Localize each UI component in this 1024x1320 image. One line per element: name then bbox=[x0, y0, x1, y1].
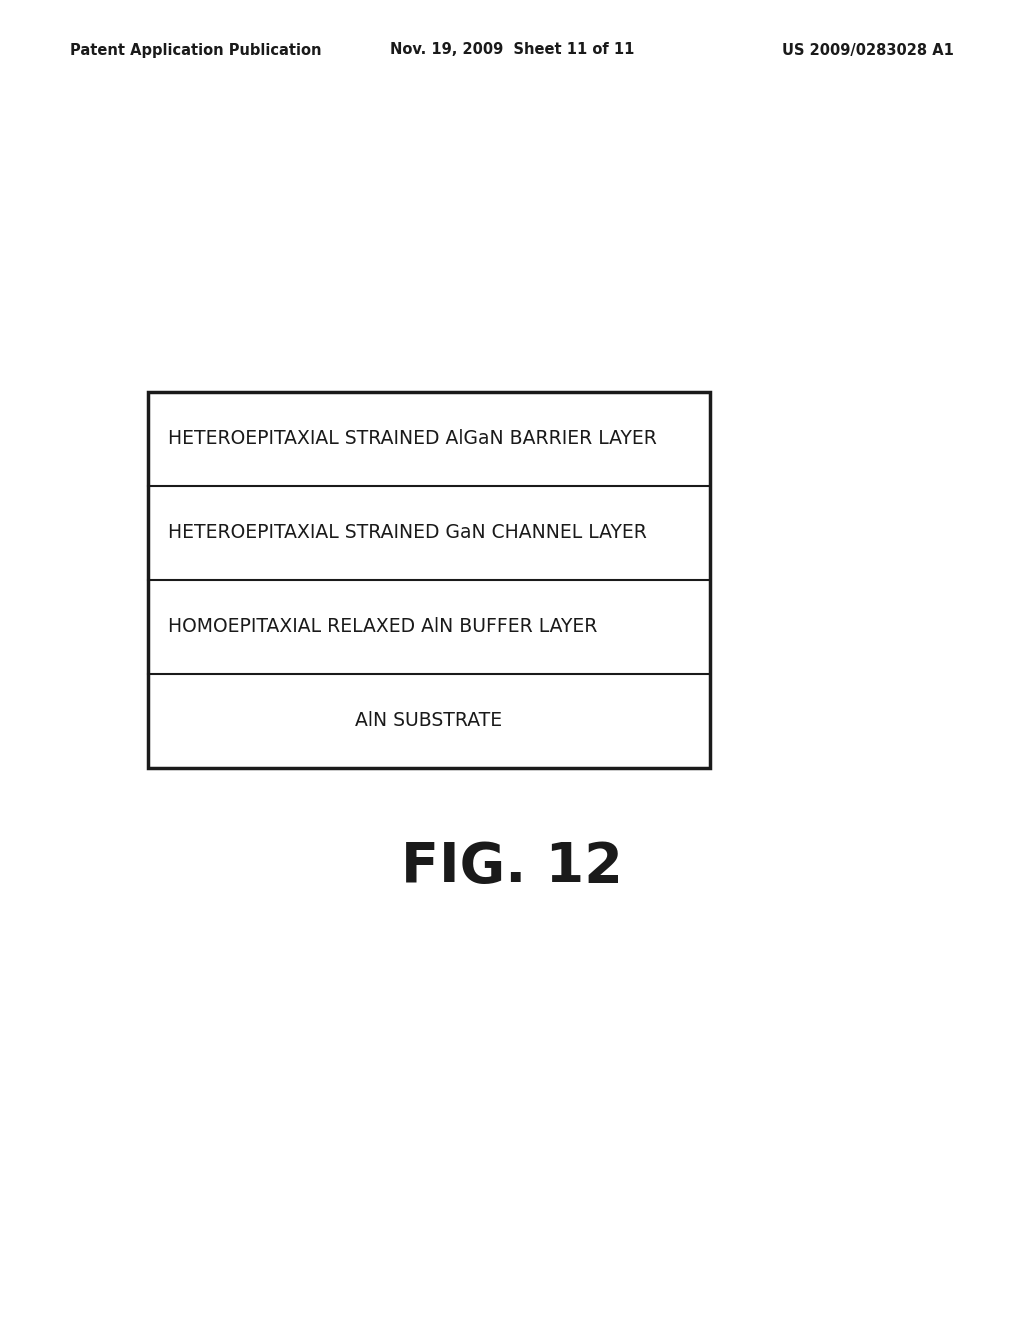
Text: Patent Application Publication: Patent Application Publication bbox=[70, 42, 322, 58]
Text: FIG. 12: FIG. 12 bbox=[401, 840, 623, 894]
Text: HOMOEPITAXIAL RELAXED AlN BUFFER LAYER: HOMOEPITAXIAL RELAXED AlN BUFFER LAYER bbox=[168, 618, 597, 636]
Bar bbox=[148, 392, 710, 768]
Text: AlN SUBSTRATE: AlN SUBSTRATE bbox=[355, 711, 503, 730]
Text: US 2009/0283028 A1: US 2009/0283028 A1 bbox=[782, 42, 954, 58]
Text: Nov. 19, 2009  Sheet 11 of 11: Nov. 19, 2009 Sheet 11 of 11 bbox=[390, 42, 634, 58]
Text: HETEROEPITAXIAL STRAINED AlGaN BARRIER LAYER: HETEROEPITAXIAL STRAINED AlGaN BARRIER L… bbox=[168, 429, 656, 449]
Text: HETEROEPITAXIAL STRAINED GaN CHANNEL LAYER: HETEROEPITAXIAL STRAINED GaN CHANNEL LAY… bbox=[168, 524, 647, 543]
